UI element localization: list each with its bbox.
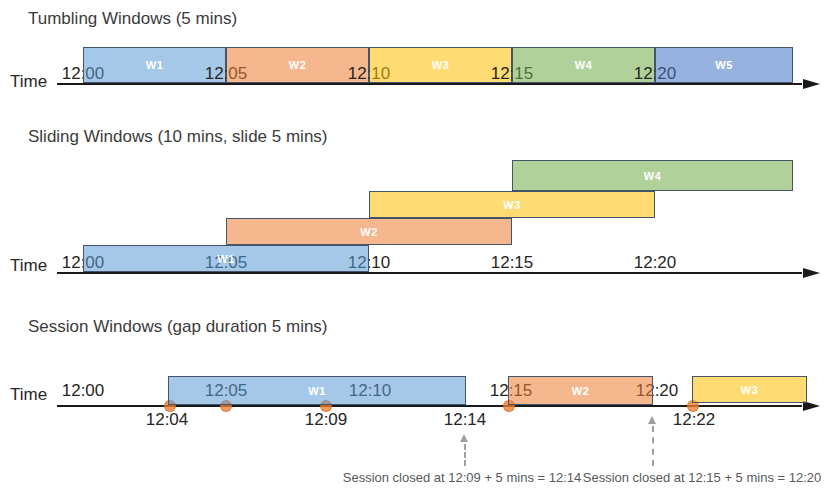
window-label: W4	[644, 170, 662, 182]
window-label: W3	[741, 384, 759, 396]
event-time-label: 12:09	[305, 410, 348, 430]
window-label: W1	[308, 385, 326, 397]
event-time-label: 12:04	[146, 410, 189, 430]
window-label: W3	[432, 59, 450, 71]
window-label: W1	[146, 59, 164, 71]
time-axis-line	[57, 272, 802, 274]
window-bar-w3: W3	[369, 191, 655, 218]
time-axis-arrow-icon	[803, 79, 820, 89]
window-label: W2	[289, 59, 307, 71]
axis-tick-label: 12:15	[491, 253, 534, 273]
sliding-title: Sliding Windows (10 mins, slide 5 mins)	[28, 127, 328, 147]
session-note-text: Session closed at 12:09 + 5 mins = 12:14	[343, 470, 582, 485]
window-bar-w2: W2	[508, 376, 653, 405]
note-arrow-line	[464, 444, 466, 466]
window-label: W5	[715, 59, 733, 71]
axis-tick-label: 12:00	[62, 381, 105, 401]
window-label: W2	[572, 385, 590, 397]
event-time-label: 12:14	[444, 410, 487, 430]
window-label: W3	[503, 199, 521, 211]
time-axis-label: Time	[10, 72, 47, 92]
axis-tick-label: 12:20	[634, 253, 677, 273]
session-title: Session Windows (gap duration 5 mins)	[28, 317, 328, 337]
time-axis-label: Time	[10, 256, 47, 276]
windowing-diagram: Tumbling Windows (5 mins)Time12:0012:051…	[0, 0, 829, 498]
time-axis-line	[57, 83, 802, 85]
time-axis-label: Time	[10, 385, 47, 405]
tumbling-title: Tumbling Windows (5 mins)	[28, 9, 237, 29]
window-bar-w5: W5	[655, 47, 793, 83]
window-label: W2	[360, 226, 378, 238]
note-arrow-line	[652, 426, 654, 466]
window-bar-w1: W1	[83, 245, 369, 272]
window-bar-w1: W1	[168, 376, 466, 405]
window-bar-w2: W2	[226, 218, 512, 245]
event-time-label: 12:22	[673, 410, 716, 430]
time-axis-arrow-icon	[803, 268, 820, 278]
window-label: W1	[217, 253, 235, 265]
window-bar-w4: W4	[512, 160, 793, 191]
window-bar-w3: W3	[692, 376, 807, 403]
window-label: W4	[575, 59, 593, 71]
note-arrow-up-icon	[648, 416, 656, 424]
session-note-text: Session closed at 12:15 + 5 mins = 12:20	[583, 470, 822, 485]
note-arrow-up-icon	[460, 434, 468, 442]
